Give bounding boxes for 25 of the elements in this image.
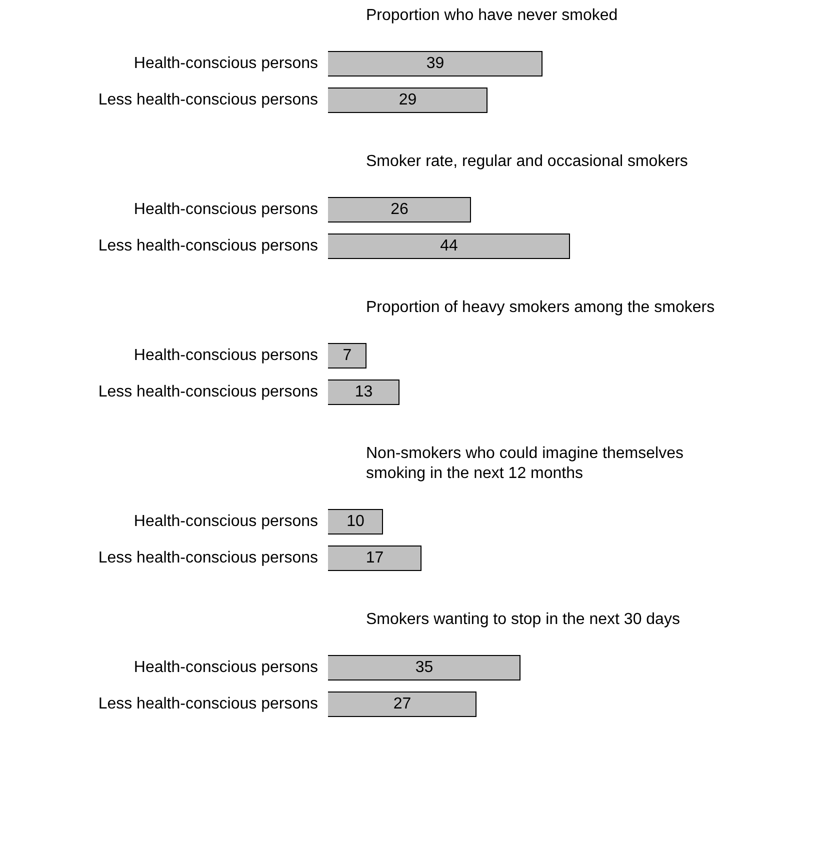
- y-tick-label: Less health-conscious persons: [98, 550, 318, 567]
- data-label: 44: [440, 238, 458, 255]
- y-tick-label: Less health-conscious persons: [98, 92, 318, 109]
- y-tick-label: Less health-conscious persons: [98, 696, 318, 713]
- data-label: 7: [342, 347, 352, 364]
- text: Non-smokers who could imagine themselves smoking in the next 12 months: [365, 444, 684, 484]
- data-label: 10: [346, 513, 364, 530]
- data-label: 39: [426, 55, 444, 72]
- text: Proportion of heavy smokers among the smokers: [365, 298, 716, 318]
- chart-title: Proportion who have never smoked: [365, 6, 619, 26]
- y-tick-label: Health-conscious persons: [134, 659, 318, 676]
- data-label: 13: [354, 384, 373, 401]
- y-tick-label: Health-conscious persons: [134, 201, 318, 218]
- y-tick-label: Health-conscious persons: [134, 55, 318, 72]
- y-tick-label: Less health-conscious persons: [98, 384, 318, 401]
- y-tick-label: Health-conscious persons: [134, 347, 318, 364]
- data-label: 17: [366, 550, 384, 567]
- data-label: 35: [415, 659, 434, 676]
- data-label: 27: [393, 696, 412, 713]
- data-label: 29: [398, 92, 417, 109]
- y-tick-label: Less health-conscious persons: [98, 238, 318, 255]
- data-label: 26: [390, 201, 408, 218]
- y-tick-label: Health-conscious persons: [134, 513, 318, 530]
- chart-title: Smokers wanting to stop in the next 30 days: [365, 610, 681, 630]
- chart-title: Smoker rate, regular and occasional smokers: [365, 152, 689, 172]
